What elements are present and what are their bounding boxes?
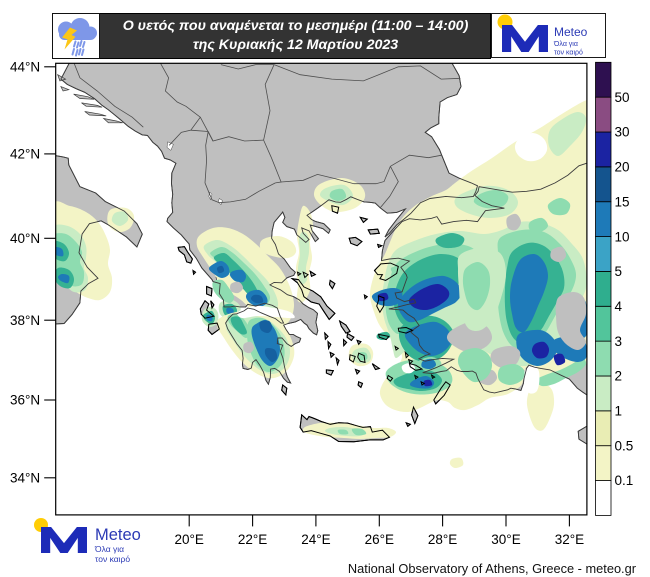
svg-text:32°E: 32°E [555, 532, 584, 547]
svg-text:50: 50 [615, 90, 630, 105]
svg-text:30°E: 30°E [491, 532, 520, 547]
svg-text:3: 3 [615, 334, 623, 349]
svg-text:22°E: 22°E [238, 532, 267, 547]
svg-text:42°N: 42°N [10, 147, 40, 162]
svg-text:24°E: 24°E [301, 532, 330, 547]
svg-text:4: 4 [615, 299, 623, 314]
svg-text:20: 20 [615, 160, 630, 175]
svg-text:15: 15 [615, 194, 630, 209]
svg-text:Meteo: Meteo [95, 526, 141, 544]
svg-text:0.5: 0.5 [615, 438, 634, 453]
svg-text:Meteo: Meteo [554, 25, 588, 39]
svg-text:1: 1 [615, 404, 623, 419]
svg-text:36°N: 36°N [10, 393, 40, 408]
svg-text:5: 5 [615, 264, 623, 279]
svg-text:Όλα για: Όλα για [553, 41, 578, 48]
svg-text:44°N: 44°N [10, 60, 40, 75]
svg-text:τον καιρό: τον καιρό [554, 49, 583, 57]
svg-text:Όλα για: Όλα για [94, 544, 124, 554]
svg-text:28°E: 28°E [428, 532, 457, 547]
svg-text:20°E: 20°E [174, 532, 203, 547]
svg-text:0.1: 0.1 [615, 473, 634, 488]
svg-text:2: 2 [615, 369, 623, 384]
svg-text:26°E: 26°E [365, 532, 394, 547]
svg-text:38°N: 38°N [10, 313, 40, 328]
svg-text:34°N: 34°N [10, 471, 40, 486]
svg-text:10: 10 [615, 229, 630, 244]
svg-text:30: 30 [615, 125, 630, 140]
svg-text:40°N: 40°N [10, 231, 40, 246]
svg-text:τον καιρό: τον καιρό [95, 554, 130, 564]
